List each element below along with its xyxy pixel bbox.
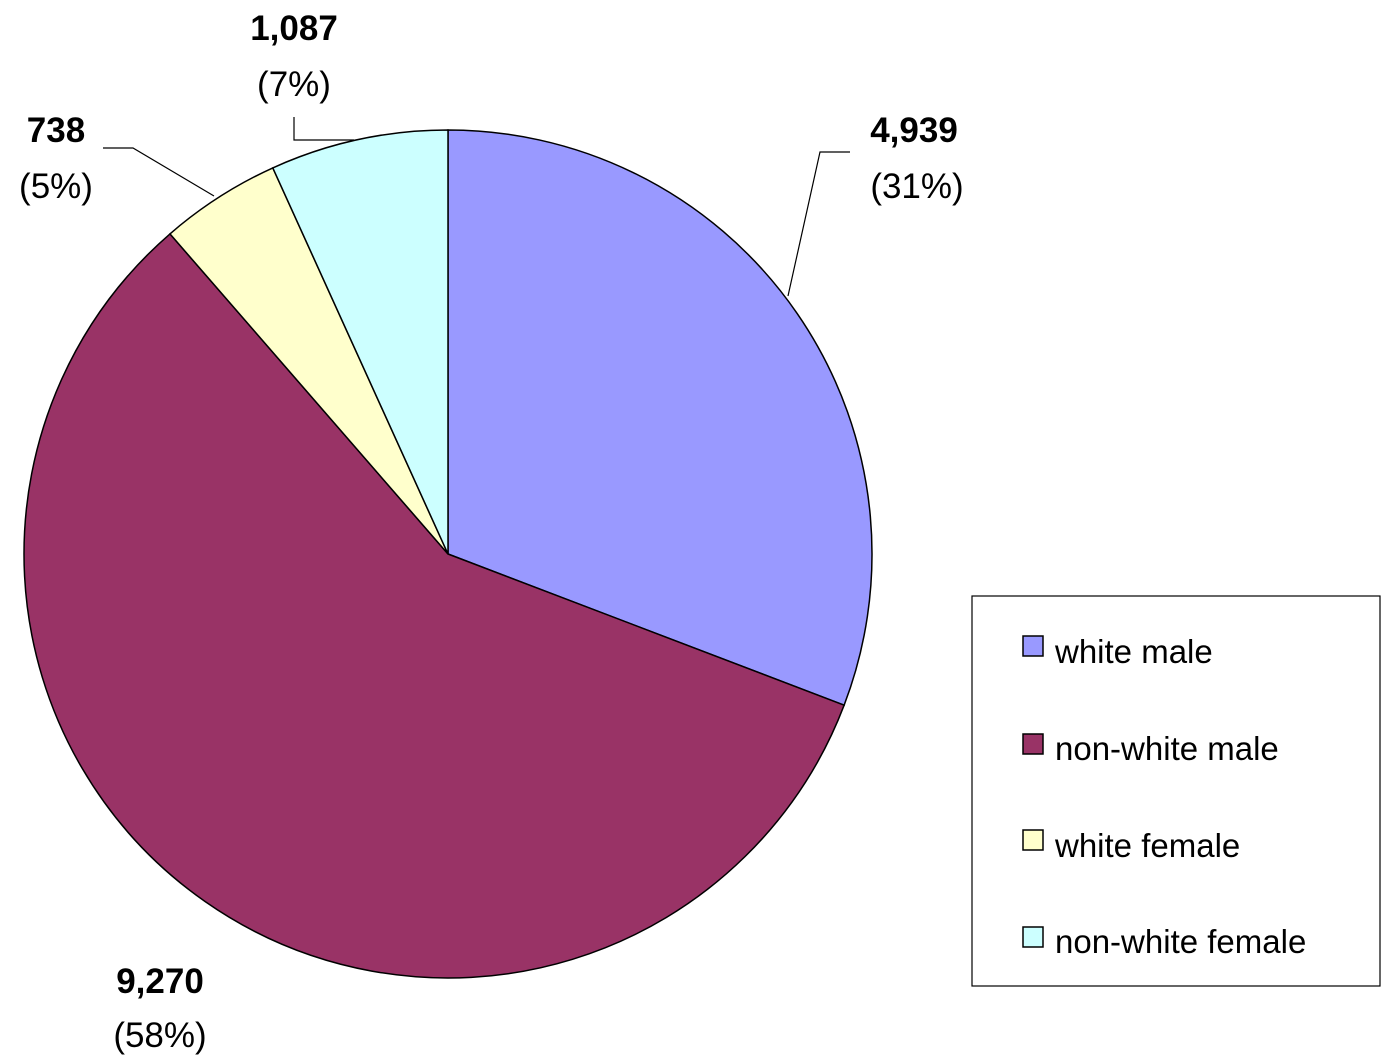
legend-label-non-white-female: non-white female bbox=[1055, 923, 1306, 960]
legend-box bbox=[971, 595, 1381, 987]
data-labels: 4,939 (31%) 9,270 (58%) 738 (5%) 1,087 (… bbox=[19, 9, 964, 1055]
leader-lines bbox=[103, 117, 850, 297]
leader-line-non-white-female bbox=[293, 117, 354, 141]
legend-swatch-non-white-male bbox=[1022, 733, 1044, 755]
data-label-pct-white-female: (5%) bbox=[19, 167, 93, 206]
data-label-pct-white-male: (31%) bbox=[870, 167, 963, 206]
pie-slices bbox=[23, 129, 873, 979]
data-label-value-non-white-female: 1,087 bbox=[250, 9, 338, 48]
legend-label-white-male: white male bbox=[1054, 633, 1213, 670]
legend: white male non-white male white female n… bbox=[971, 595, 1381, 987]
pie-slice-non-white-male bbox=[23, 232, 846, 979]
data-label-value-white-male: 4,939 bbox=[870, 111, 958, 150]
data-label-pct-non-white-female: (7%) bbox=[257, 65, 331, 104]
pie-slice-non-white-female bbox=[271, 129, 449, 555]
legend-label-white-female: white female bbox=[1054, 827, 1240, 864]
leader-line-white-male bbox=[787, 151, 850, 297]
data-label-value-white-female: 738 bbox=[27, 111, 85, 150]
leader-line-white-female bbox=[103, 147, 215, 197]
data-label-pct-non-white-male: (58%) bbox=[113, 1016, 206, 1055]
legend-swatch-white-male bbox=[1022, 635, 1044, 657]
legend-label-non-white-male: non-white male bbox=[1055, 730, 1279, 767]
legend-swatch-white-female bbox=[1022, 829, 1044, 851]
legend-swatch-non-white-female bbox=[1022, 926, 1044, 948]
pie-slice-white-male bbox=[447, 129, 873, 707]
data-label-value-non-white-male: 9,270 bbox=[116, 962, 204, 1001]
